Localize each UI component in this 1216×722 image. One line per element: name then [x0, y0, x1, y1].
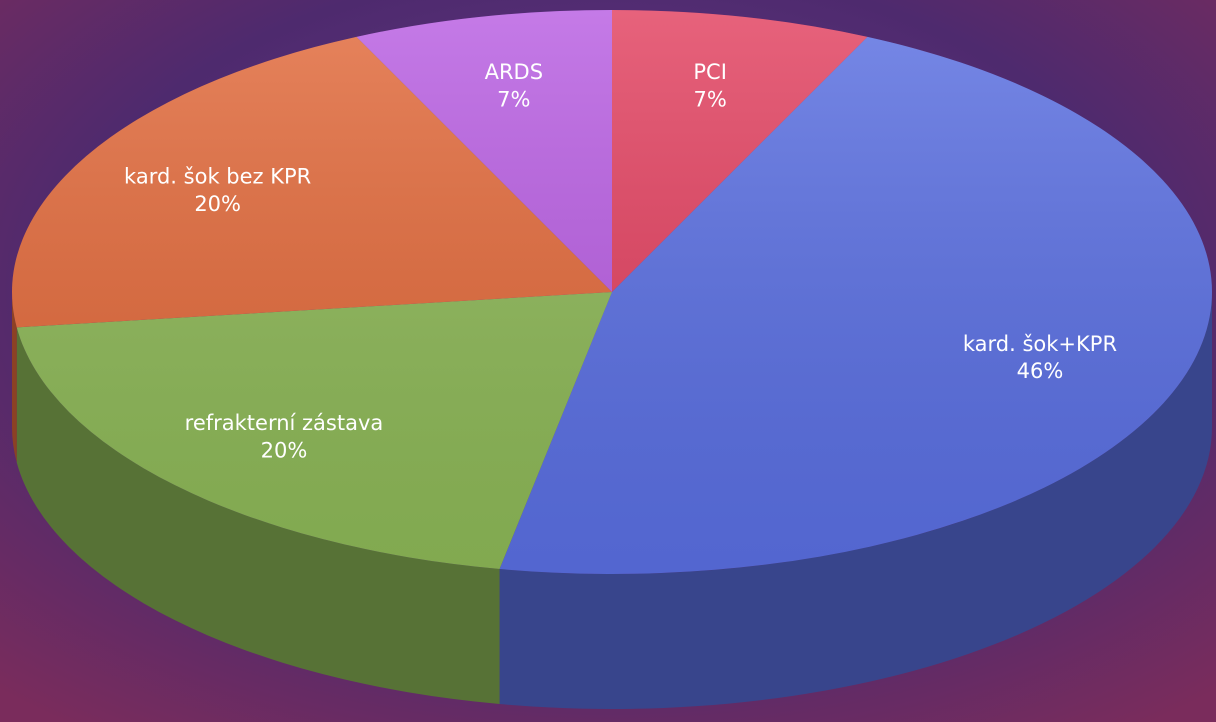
slice-label: refrakterní zástava 20% — [185, 411, 384, 462]
slice-label: ARDS 7% — [485, 60, 543, 111]
slice-label: kard. šok bez KPR 20% — [124, 165, 311, 216]
slice-label: PCI 7% — [693, 60, 727, 111]
slice-value: 20% — [194, 192, 241, 216]
slice-value: 46% — [1017, 359, 1064, 383]
slice-value: 20% — [261, 438, 308, 462]
slice-label: kard. šok+KPR 46% — [963, 332, 1117, 383]
slice-value: 7% — [694, 87, 727, 111]
pie-top — [11, 9, 1213, 575]
slice-name: refrakterní zástava — [185, 411, 384, 435]
slice-name: PCI — [693, 60, 727, 84]
slice-name: ARDS — [485, 60, 543, 84]
slice-name: kard. šok bez KPR — [124, 165, 311, 189]
pie-labels: PCI 7% kard. šok+KPR 46% refrakterní zástava… — [124, 60, 1117, 462]
pie-side — [499, 292, 1213, 709]
slice-value: 7% — [497, 87, 530, 111]
pie-side — [16, 327, 500, 705]
slice-name: kard. šok+KPR — [963, 332, 1117, 356]
